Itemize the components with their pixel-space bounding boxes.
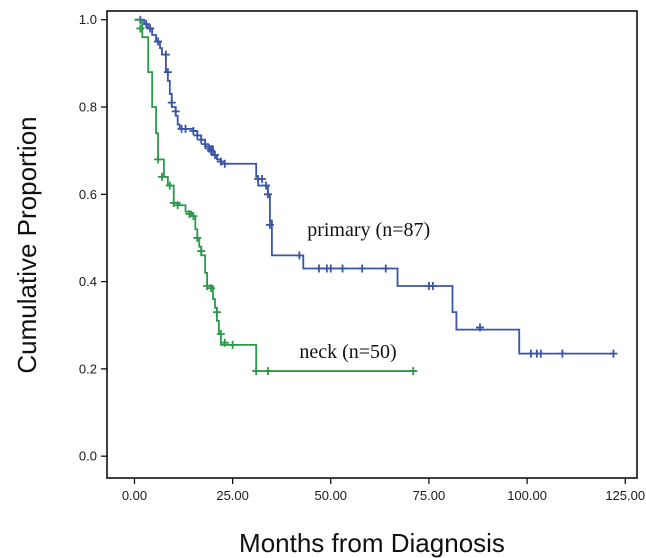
censor-mark — [558, 349, 567, 358]
censor-mark — [258, 175, 267, 184]
y-tick-label: 0.8 — [79, 100, 97, 115]
y-axis: 0.0 0.2 0.4 0.6 0.8 1.0 — [79, 12, 107, 464]
x-tick-label: 75.00 — [413, 488, 446, 503]
censor-mark — [207, 146, 216, 155]
censor-mark — [263, 367, 272, 376]
censor-mark — [171, 107, 180, 116]
y-axis-label: Cumulative Proportion — [12, 116, 42, 373]
censor-mark — [326, 264, 335, 273]
censor-mark — [146, 24, 155, 33]
censor-mark — [193, 233, 202, 242]
censor-mark — [428, 281, 437, 290]
censor-mark — [220, 338, 229, 347]
y-tick-label: 0.2 — [79, 361, 97, 376]
y-tick-label: 0.6 — [79, 187, 97, 202]
series-line-neck — [134, 18, 414, 372]
x-tick-label: 100.00 — [507, 488, 547, 503]
censor-mark — [212, 308, 221, 317]
censor-mark — [252, 367, 261, 376]
censor-mark — [154, 155, 163, 164]
censor-mark — [358, 264, 367, 273]
censor-mark — [136, 24, 145, 33]
x-tick-label: 0.00 — [122, 488, 147, 503]
x-tick-label: 125.00 — [605, 488, 645, 503]
censor-mark — [295, 251, 304, 260]
censor-mark — [161, 50, 170, 59]
censor-mark — [197, 247, 206, 256]
x-tick-label: 25.00 — [216, 488, 249, 503]
censor-mark — [475, 323, 484, 332]
censor-mark — [207, 284, 216, 293]
x-axis-label: Months from Diagnosis — [239, 528, 505, 558]
censor-mark — [142, 20, 151, 29]
x-tick-label: 50.00 — [315, 488, 348, 503]
censor-mark — [263, 190, 272, 199]
censor-mark — [167, 98, 176, 107]
censor-mark — [201, 140, 210, 149]
series-label-primary: primary (n=87) — [307, 219, 430, 241]
series-line-primary — [134, 18, 614, 355]
censor-mark — [165, 181, 174, 190]
censor-mark — [173, 201, 182, 210]
censor-mark — [216, 329, 225, 338]
series-neck: neck (n=50) — [134, 18, 418, 376]
censor-mark — [197, 135, 206, 144]
censor-mark — [210, 151, 219, 160]
censor-mark — [189, 212, 198, 221]
censor-mark — [409, 367, 418, 376]
censor-mark — [381, 264, 390, 273]
censor-mark — [315, 264, 323, 273]
censor-mark — [609, 349, 618, 358]
plot-frame — [106, 10, 638, 479]
censor-mark — [220, 159, 229, 168]
censor-mark — [338, 264, 347, 273]
x-axis: 0.00 25.00 50.00 75.00 100.00 125.00 — [122, 478, 645, 503]
censor-mark — [265, 220, 274, 229]
censor-mark — [262, 181, 270, 190]
censor-mark — [181, 124, 190, 133]
censor-mark — [193, 131, 202, 140]
censor-mark — [157, 172, 166, 181]
series-primary: primary (n=87) — [134, 15, 618, 358]
series-label-neck: neck (n=50) — [299, 341, 396, 363]
series-layer: primary (n=87) neck (n=50) — [134, 15, 618, 376]
censor-mark — [163, 68, 172, 77]
censor-mark — [189, 127, 198, 136]
censor-mark — [154, 37, 163, 46]
censor-mark — [228, 340, 237, 349]
y-tick-label: 0.0 — [79, 449, 97, 464]
y-tick-label: 0.4 — [79, 274, 97, 289]
y-tick-label: 1.0 — [79, 12, 97, 27]
censor-mark — [536, 349, 545, 358]
